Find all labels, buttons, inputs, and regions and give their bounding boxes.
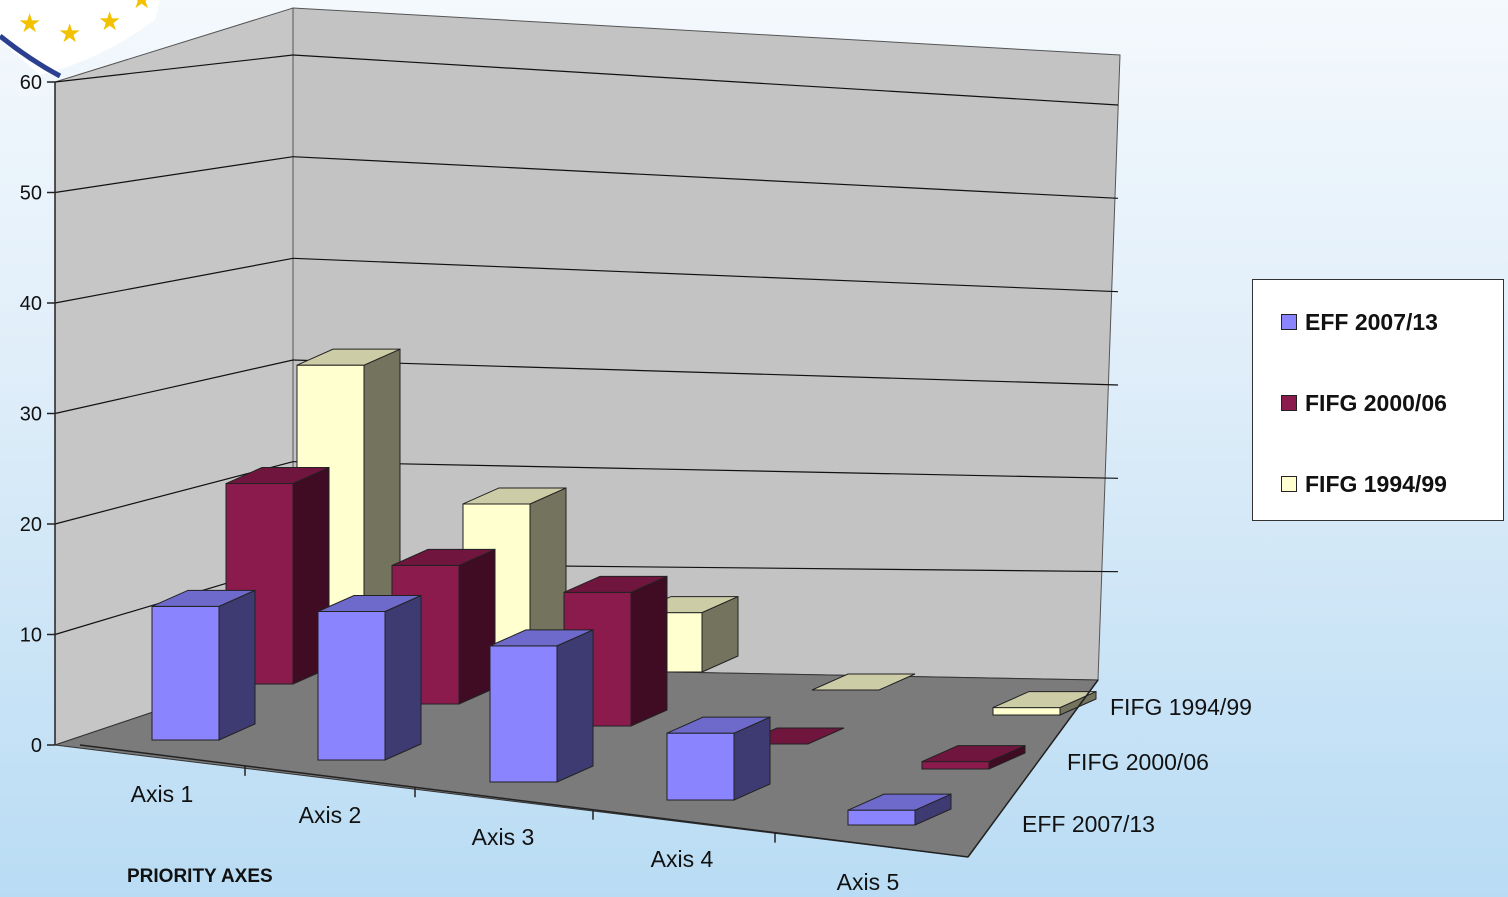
y-axis: 0 10 20 30 40 50 60 [20, 72, 56, 757]
svg-text:★: ★ [130, 0, 153, 15]
legend: EFF 2007/13 FIFG 2000/06 FIFG 1994/99 [1252, 279, 1504, 521]
x-axis-title: PRIORITY AXES [127, 866, 273, 887]
bar [391, 548, 496, 705]
legend-label: FIFG 1994/99 [1305, 470, 1447, 497]
x-tick-label: Axis 1 [131, 781, 194, 807]
x-tick-label: Axis 5 [837, 869, 900, 895]
legend-swatch-fifg-1994-99 [1281, 476, 1297, 492]
y-tick-label: 40 [20, 293, 42, 315]
bars [151, 348, 1097, 826]
bar [992, 690, 1097, 716]
legend-item-fifg-1994-99: FIFG 1994/99 [1281, 470, 1447, 498]
legend-label: EFF 2007/13 [1305, 308, 1438, 335]
x-tick-label: Axis 2 [299, 802, 362, 828]
legend-item-eff-2007-13: EFF 2007/13 [1281, 308, 1438, 336]
bar [151, 589, 256, 741]
y-tick-label: 50 [20, 183, 42, 205]
legend-label: FIFG 2000/06 [1305, 389, 1447, 416]
svg-text:★: ★ [58, 19, 81, 49]
eu-flag-logo: ★ ★ ★ ★ [0, 0, 160, 79]
svg-text:★: ★ [18, 9, 41, 39]
y-tick-label: 20 [20, 514, 42, 536]
bar [921, 744, 1026, 770]
x-tick-label: Axis 4 [651, 846, 714, 872]
bar [317, 594, 422, 761]
legend-swatch-eff-2007-13 [1281, 314, 1297, 330]
bar [847, 793, 952, 826]
y-tick-label: 30 [20, 404, 42, 426]
bar [489, 629, 594, 783]
depth-tick-label: FIFG 2000/06 [1067, 749, 1209, 775]
legend-swatch-fifg-2000-06 [1281, 395, 1297, 411]
bar [666, 716, 771, 801]
x-axis: Axis 1 Axis 2 Axis 3 Axis 4 Axis 5 [79, 744, 969, 895]
y-tick-label: 60 [20, 72, 42, 94]
y-tick-label: 10 [20, 625, 42, 647]
x-tick-label: Axis 3 [472, 824, 535, 850]
svg-text:★: ★ [98, 7, 121, 37]
y-tick-label: 0 [31, 735, 42, 757]
legend-item-fifg-2000-06: FIFG 2000/06 [1281, 389, 1447, 417]
depth-axis: FIFG 1994/99 FIFG 2000/06 EFF 2007/13 [967, 679, 1252, 858]
depth-tick-label: FIFG 1994/99 [1110, 694, 1252, 720]
depth-tick-label: EFF 2007/13 [1022, 811, 1155, 837]
bar [811, 673, 916, 691]
